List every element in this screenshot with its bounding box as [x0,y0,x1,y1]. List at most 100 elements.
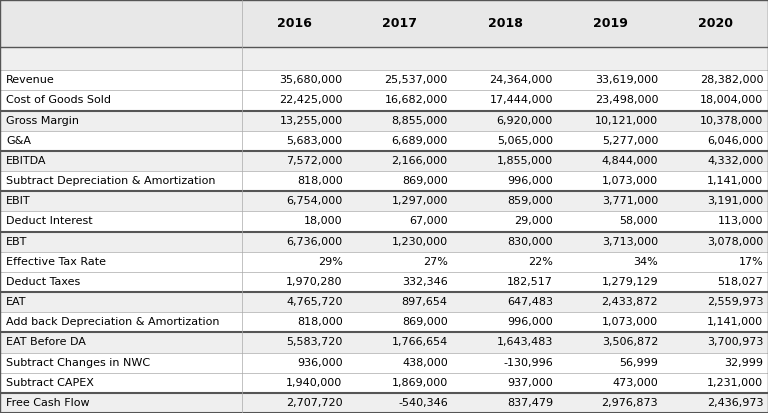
Bar [242,232,347,252]
Text: 1,141,000: 1,141,000 [707,176,763,186]
Bar [0,232,242,252]
Text: 182,517: 182,517 [507,277,553,287]
Text: Subtract Depreciation & Amortization: Subtract Depreciation & Amortization [6,176,216,186]
Bar [452,211,558,232]
Bar [452,70,558,90]
Text: 837,479: 837,479 [507,398,553,408]
Text: 4,844,000: 4,844,000 [601,156,658,166]
Text: 996,000: 996,000 [507,317,553,327]
Bar [558,111,663,131]
Text: 1,940,000: 1,940,000 [286,378,343,388]
Bar [242,393,347,413]
Bar [558,312,663,332]
Bar [558,151,663,171]
Text: 29,000: 29,000 [515,216,553,226]
Bar [452,151,558,171]
Text: 17%: 17% [739,257,763,267]
Text: 818,000: 818,000 [296,317,343,327]
Bar [347,272,452,292]
Text: 3,700,973: 3,700,973 [707,337,763,347]
Text: 28,382,000: 28,382,000 [700,75,763,85]
Bar [663,0,768,47]
Bar [347,171,452,191]
Text: 1,766,654: 1,766,654 [392,337,448,347]
Text: 67,000: 67,000 [409,216,448,226]
Bar [663,393,768,413]
Text: 2,707,720: 2,707,720 [286,398,343,408]
Text: Gross Margin: Gross Margin [6,116,79,126]
Text: 1,073,000: 1,073,000 [602,317,658,327]
Bar [242,70,347,90]
Text: 518,027: 518,027 [717,277,763,287]
Bar [0,353,242,373]
Bar [242,272,347,292]
Text: Free Cash Flow: Free Cash Flow [6,398,90,408]
Text: EAT Before DA: EAT Before DA [6,337,86,347]
Bar [242,47,347,70]
Text: -130,996: -130,996 [503,358,553,368]
Bar [452,312,558,332]
Text: 3,191,000: 3,191,000 [707,196,763,206]
Bar [242,211,347,232]
Text: 22%: 22% [528,257,553,267]
Bar [663,171,768,191]
Text: 5,065,000: 5,065,000 [497,136,553,146]
Bar [242,111,347,131]
Text: G&A: G&A [6,136,31,146]
Text: 2,559,973: 2,559,973 [707,297,763,307]
Text: 2,166,000: 2,166,000 [392,156,448,166]
Text: 23,498,000: 23,498,000 [594,95,658,105]
Text: Add back Depreciation & Amortization: Add back Depreciation & Amortization [6,317,220,327]
Text: 830,000: 830,000 [508,237,553,247]
Bar [242,90,347,111]
Bar [452,252,558,272]
Text: 1,970,280: 1,970,280 [286,277,343,287]
Text: 1,643,483: 1,643,483 [497,337,553,347]
Text: 1,855,000: 1,855,000 [497,156,553,166]
Bar [558,353,663,373]
Text: 8,855,000: 8,855,000 [392,116,448,126]
Text: Effective Tax Rate: Effective Tax Rate [6,257,106,267]
Text: 10,121,000: 10,121,000 [595,116,658,126]
Bar [0,90,242,111]
Text: 2016: 2016 [277,17,312,30]
Bar [663,292,768,312]
Text: 32,999: 32,999 [724,358,763,368]
Bar [663,211,768,232]
Bar [242,353,347,373]
Bar [347,70,452,90]
Bar [0,151,242,171]
Bar [663,373,768,393]
Bar [558,131,663,151]
Bar [558,332,663,353]
Bar [452,0,558,47]
Text: 5,277,000: 5,277,000 [602,136,658,146]
Bar [0,47,242,70]
Bar [242,151,347,171]
Text: EBT: EBT [6,237,28,247]
Bar [663,353,768,373]
Text: Cost of Goods Sold: Cost of Goods Sold [6,95,111,105]
Text: -540,346: -540,346 [398,398,448,408]
Bar [558,252,663,272]
Bar [0,252,242,272]
Bar [452,171,558,191]
Text: 869,000: 869,000 [402,176,448,186]
Bar [558,191,663,211]
Text: 5,583,720: 5,583,720 [286,337,343,347]
Text: 438,000: 438,000 [402,358,448,368]
Text: Revenue: Revenue [6,75,55,85]
Text: 58,000: 58,000 [620,216,658,226]
Text: 7,572,000: 7,572,000 [286,156,343,166]
Text: EBITDA: EBITDA [6,156,47,166]
Text: 6,754,000: 6,754,000 [286,196,343,206]
Bar [663,47,768,70]
Text: 818,000: 818,000 [296,176,343,186]
Text: 16,682,000: 16,682,000 [385,95,448,105]
Text: 6,920,000: 6,920,000 [497,116,553,126]
Bar [663,191,768,211]
Bar [242,191,347,211]
Bar [347,151,452,171]
Bar [347,131,452,151]
Text: 27%: 27% [423,257,448,267]
